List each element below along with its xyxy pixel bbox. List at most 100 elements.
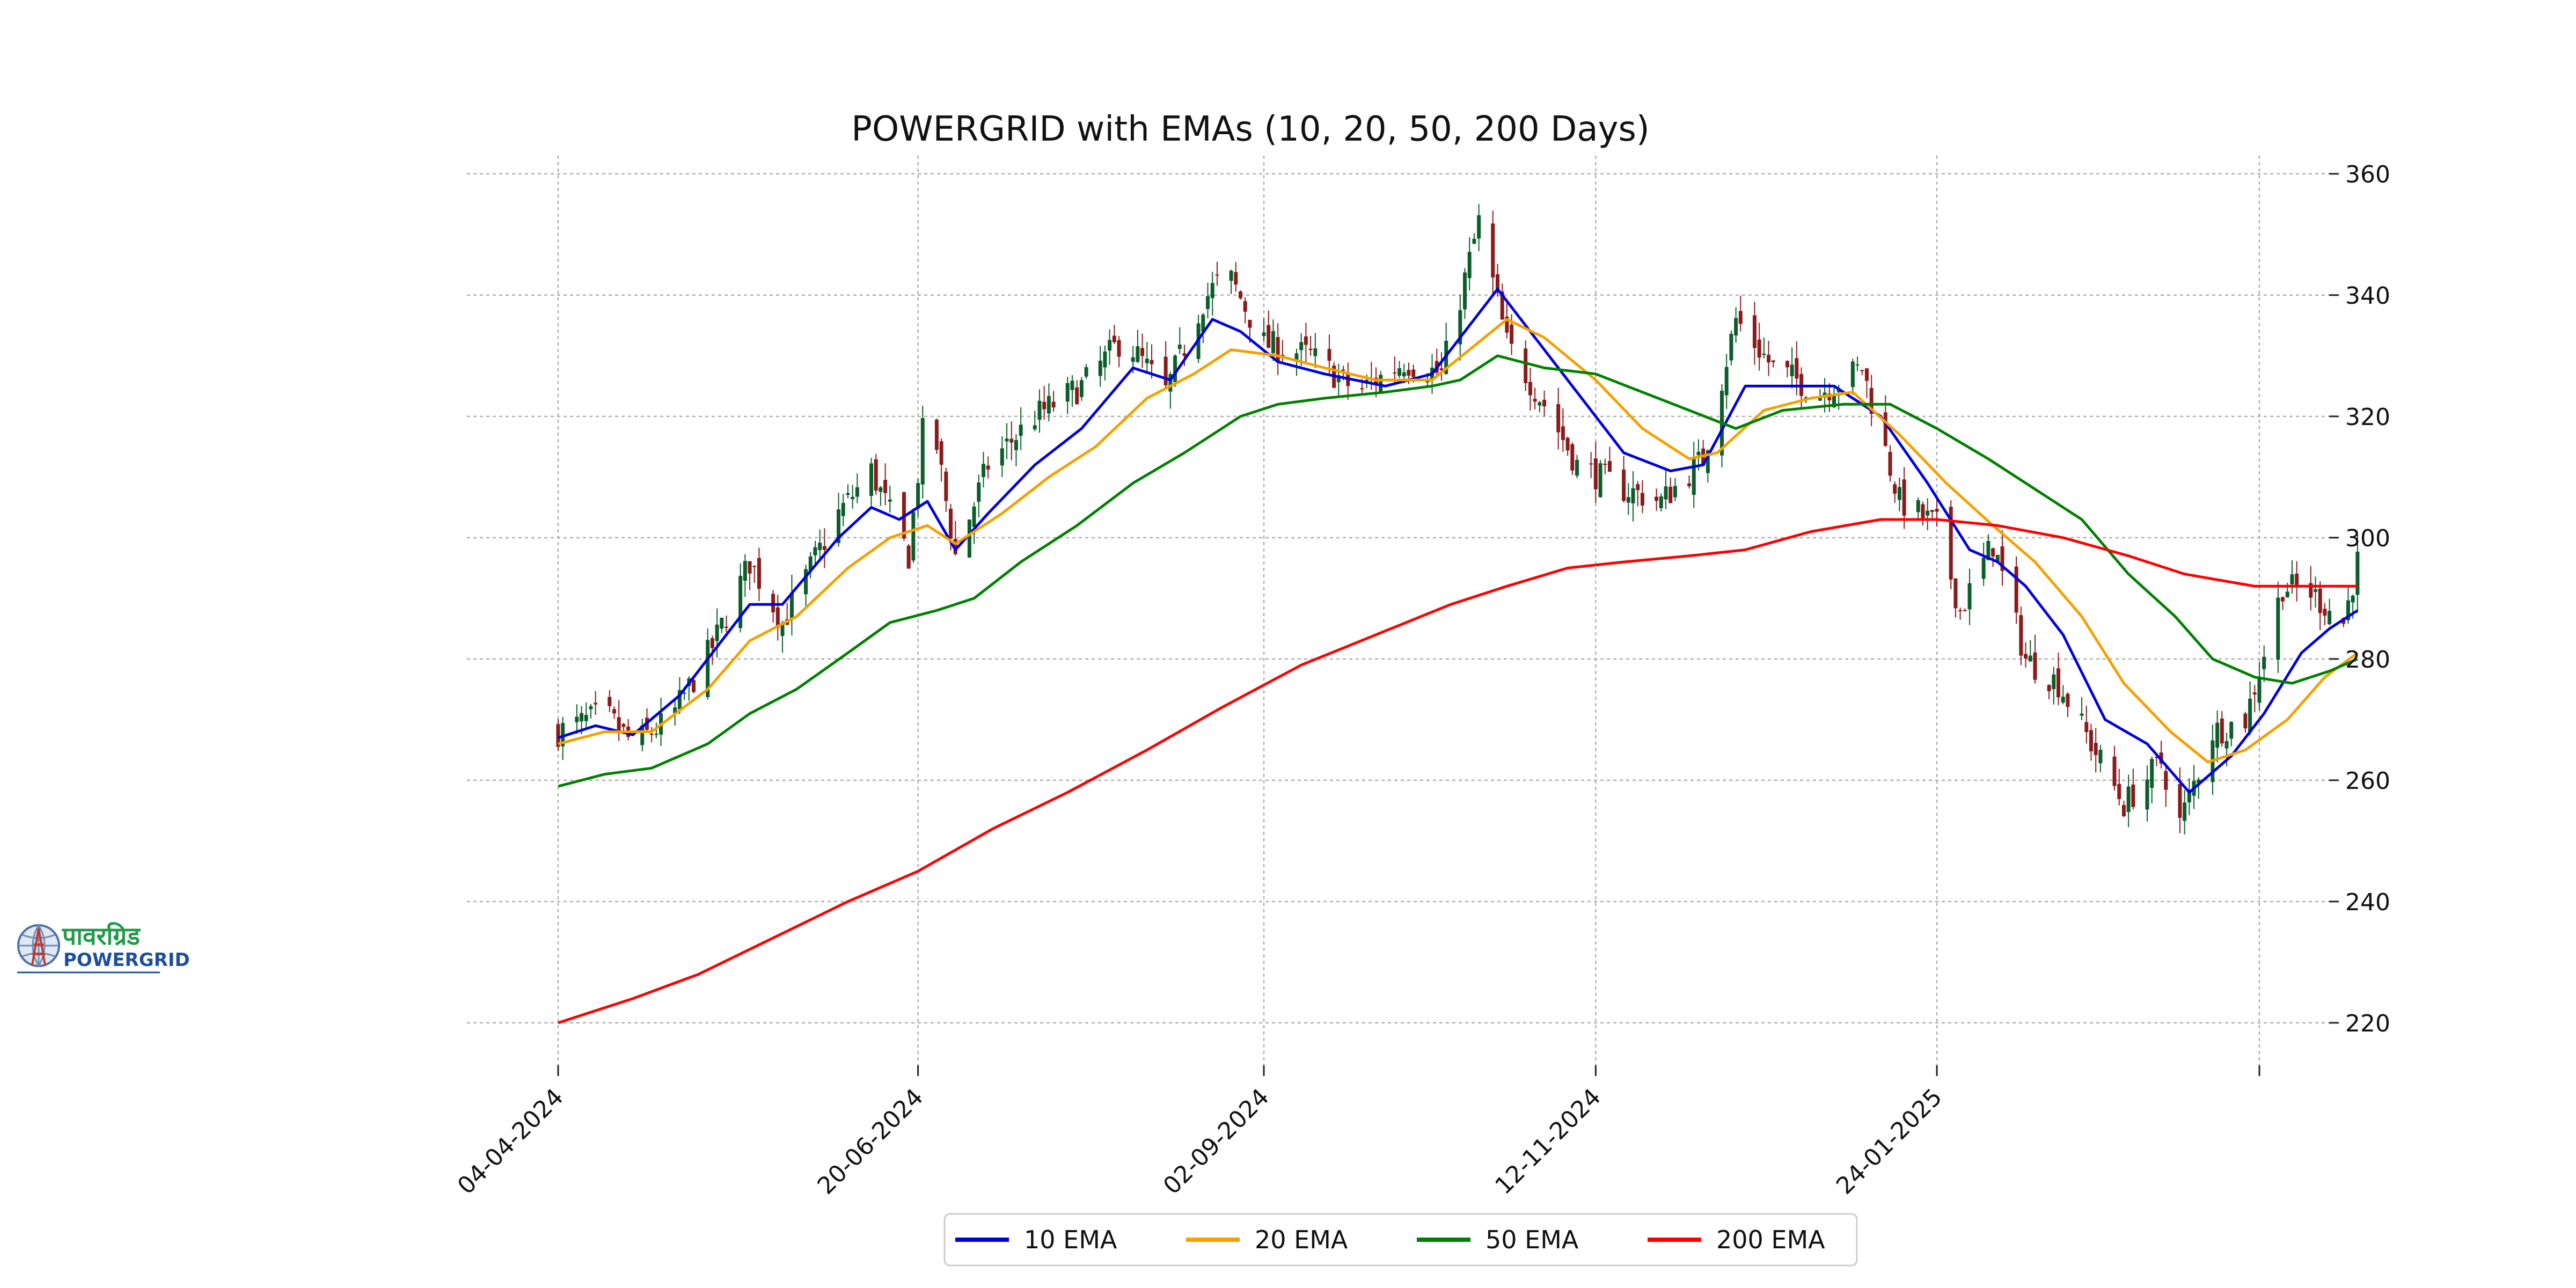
candle-up [1626, 497, 1630, 503]
candle-up [1037, 400, 1042, 420]
legend-label: 10 EMA [1024, 1225, 1117, 1254]
candle-down [1051, 401, 1056, 408]
candle-up [1981, 558, 1986, 579]
candle-down [1304, 336, 1308, 345]
candle-down [1042, 401, 1046, 409]
candle-up [851, 496, 855, 500]
candle-up [977, 482, 981, 502]
candle-up [2080, 713, 2084, 716]
candle-up [1538, 402, 1542, 406]
candle-down [556, 724, 560, 747]
candle-down [1439, 368, 1444, 370]
candle-up [1855, 364, 1860, 366]
candle-down [1542, 399, 1547, 407]
candle-up [1729, 334, 1733, 361]
candle-down [1117, 340, 1121, 357]
candle-up [1136, 346, 1140, 362]
ema-line-10 [558, 288, 2359, 794]
candle-down [1360, 388, 1364, 390]
candle-up [1425, 380, 1430, 383]
candle-up [1397, 368, 1402, 376]
candle-up [2248, 698, 2252, 733]
candle-down [1785, 361, 1789, 368]
candle-up [789, 592, 794, 618]
candle-up [584, 714, 588, 721]
candle-down [1949, 507, 1953, 580]
candle-up [1206, 296, 1210, 309]
candle-down [1864, 368, 1869, 381]
candle-up [1379, 375, 1383, 392]
candle-down [1248, 319, 1252, 328]
candle-down [1327, 349, 1331, 361]
x-tick-label: 04-04-2024 [452, 1084, 569, 1200]
candle-down [621, 724, 626, 727]
candle-up [1734, 318, 1738, 336]
candle-up [818, 543, 822, 551]
candle-up [1706, 450, 1710, 473]
candle-down [692, 680, 696, 692]
candle-down [1182, 353, 1187, 356]
candle-up [1477, 215, 1481, 239]
candle-down [1930, 510, 1934, 512]
candle-up [1019, 425, 1023, 436]
legend-box [943, 1213, 1858, 1267]
candle-down [1374, 377, 1378, 386]
candle-down [1869, 387, 1874, 414]
candle-down [1009, 438, 1014, 443]
candle-up [2028, 655, 2032, 662]
candle-up [1897, 487, 1901, 500]
candle-down [1510, 324, 1514, 344]
candle-down [1827, 393, 1832, 400]
candle-down [2019, 615, 2023, 656]
candle-up [2126, 786, 2131, 813]
candle-up [589, 706, 593, 709]
candle-up [1229, 270, 1233, 281]
candle-up [982, 464, 985, 477]
candle-up [682, 692, 686, 694]
candle-up [1986, 540, 1990, 560]
candle-down [752, 566, 757, 567]
candle-down [1752, 315, 1757, 348]
candle-up [2061, 697, 2065, 703]
candle-up [1692, 458, 1696, 495]
candle-up [972, 506, 976, 527]
x-tick-label: 02-09-2024 [1158, 1084, 1275, 1200]
candle-down [2295, 573, 2299, 587]
candle-down [1393, 372, 1397, 374]
candle-down [617, 717, 621, 731]
candle-up [2197, 779, 2201, 784]
candle-up [1000, 448, 1004, 466]
candle-down [1655, 496, 1659, 501]
ema-line-50 [558, 354, 2358, 788]
candle-up [1014, 440, 1018, 450]
candle-up [1458, 310, 1462, 345]
candle-down [1500, 291, 1504, 320]
y-tick-label: 280 [2345, 646, 2390, 674]
y-tick-label: 240 [2345, 889, 2390, 916]
candle-down [1234, 272, 1238, 285]
candle-down [1893, 484, 1897, 494]
candle-down [612, 709, 617, 714]
candle-up [837, 509, 841, 543]
candle-up [1762, 354, 1766, 355]
candle-up [743, 561, 747, 581]
candle-down [594, 702, 598, 705]
candle-up [720, 617, 724, 629]
candle-down [2094, 743, 2098, 755]
candle-up [2351, 595, 2355, 603]
candle-down [1668, 486, 1673, 503]
candle-up [813, 547, 817, 555]
candle-up [888, 499, 892, 502]
candle-up [1463, 272, 1467, 310]
candle-up [1079, 380, 1084, 397]
candle-down [1556, 404, 1561, 433]
candle-up [677, 690, 682, 709]
candle-up [561, 723, 565, 747]
candle-down [1958, 610, 1963, 612]
candle-up [1201, 314, 1205, 332]
candle-down [1524, 348, 1528, 383]
ema-lines [558, 288, 2359, 1024]
candle-down [2318, 588, 2322, 613]
candle-down [1505, 317, 1509, 333]
candle-down [949, 508, 953, 539]
